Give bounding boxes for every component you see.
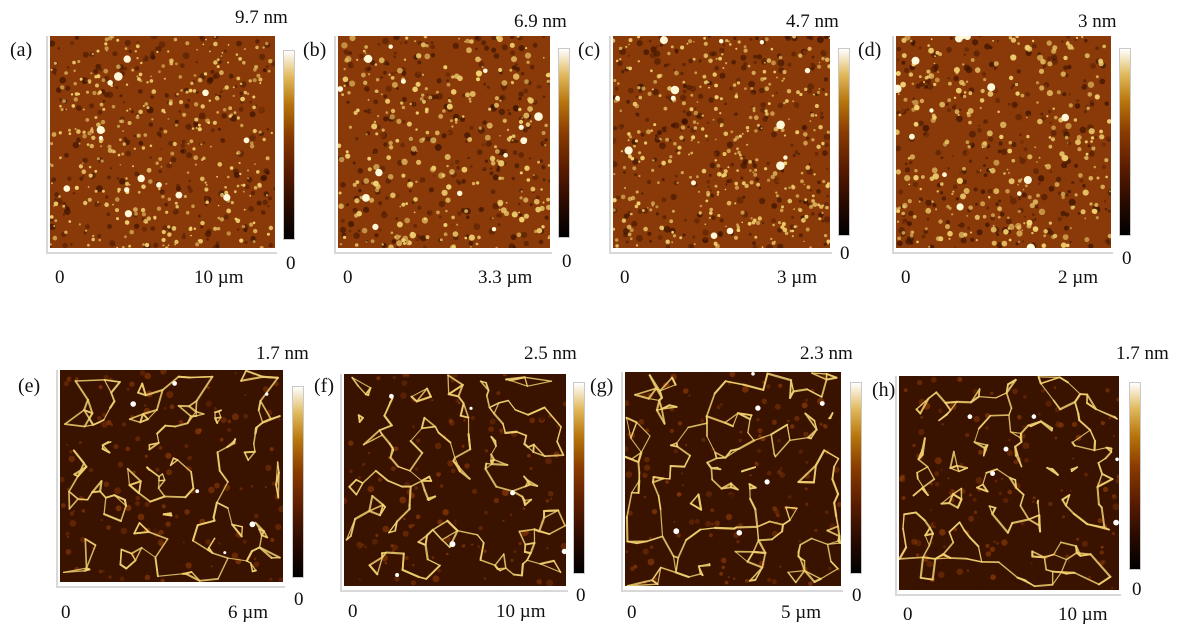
colorbar-max-label: 2.3 nm [800, 343, 853, 364]
colorbar-min-label: 0 [840, 243, 850, 264]
scan-size-label: 6 µm [228, 602, 268, 623]
height-colorbar [292, 386, 304, 578]
afm-height-map [899, 376, 1119, 590]
scan-size-label: 10 µm [496, 601, 546, 622]
afm-height-map [338, 36, 550, 248]
colorbar-min-label: 0 [1132, 579, 1142, 600]
afm-height-map [50, 36, 275, 248]
colorbar-max-label: 6.9 nm [514, 11, 567, 32]
afm-height-map [896, 36, 1111, 248]
colorbar-min-label: 0 [1122, 248, 1132, 269]
panel-label: (c) [578, 39, 601, 61]
x-axis-origin-label: 0 [348, 601, 358, 622]
scan-size-label: 10 µm [1058, 604, 1108, 625]
scan-size-label: 3 µm [777, 267, 817, 288]
scan-size-label: 10 µm [194, 267, 244, 288]
panel-label: (f) [314, 375, 334, 397]
colorbar-max-label: 1.7 nm [1116, 343, 1169, 364]
scan-size-label: 2 µm [1058, 267, 1098, 288]
x-axis-origin-label: 0 [343, 267, 353, 288]
x-axis-origin-label: 0 [903, 604, 913, 625]
afm-height-map [60, 370, 283, 582]
x-axis-origin-label: 0 [627, 602, 637, 623]
panel-label: (d) [858, 39, 882, 61]
colorbar-max-label: 2.5 nm [524, 343, 577, 364]
panel-label: (e) [18, 375, 41, 397]
scan-size-label: 3.3 µm [478, 267, 533, 288]
colorbar-min-label: 0 [294, 589, 304, 610]
afm-height-map [625, 372, 841, 586]
panel-label: (g) [590, 375, 614, 397]
x-axis-origin-label: 0 [620, 267, 630, 288]
scan-size-label: 5 µm [781, 602, 821, 623]
x-axis-origin-label: 0 [61, 602, 71, 623]
colorbar-min-label: 0 [286, 253, 296, 274]
panel-label: (b) [303, 39, 327, 61]
panel-label: (a) [10, 39, 33, 61]
colorbar-max-label: 3 nm [1078, 11, 1117, 32]
x-axis-origin-label: 0 [901, 267, 911, 288]
height-colorbar [1129, 382, 1141, 570]
colorbar-max-label: 9.7 nm [235, 7, 288, 28]
height-colorbar [558, 48, 570, 238]
panel-label: (h) [872, 379, 896, 401]
afm-height-map [344, 374, 566, 586]
height-colorbar [1119, 48, 1131, 236]
colorbar-max-label: 1.7 nm [256, 343, 309, 364]
colorbar-min-label: 0 [576, 585, 586, 606]
colorbar-min-label: 0 [852, 585, 862, 606]
x-axis-origin-label: 0 [55, 267, 65, 288]
height-colorbar [573, 382, 585, 574]
height-colorbar [850, 382, 862, 574]
colorbar-min-label: 0 [562, 251, 572, 272]
height-colorbar [283, 50, 295, 240]
height-colorbar [838, 48, 850, 236]
afm-height-map [613, 36, 830, 248]
colorbar-max-label: 4.7 nm [786, 11, 839, 32]
